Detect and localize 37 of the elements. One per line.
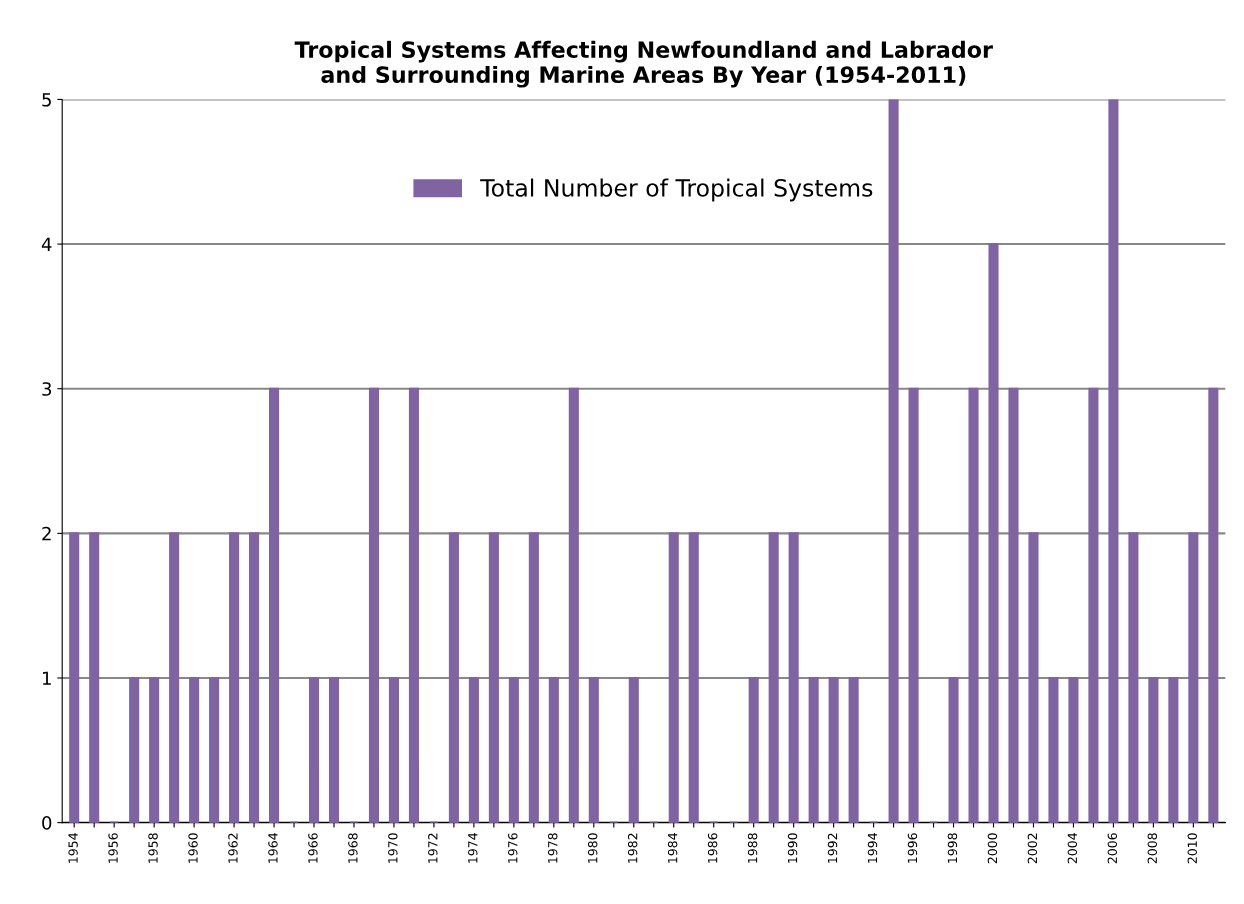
x-tick-label: 2000 xyxy=(987,833,998,864)
x-tick-label: 1956 xyxy=(108,833,118,863)
y-tick-label: 2 xyxy=(42,526,51,541)
x-tick-label: 1962 xyxy=(228,833,238,863)
y-tick-label: 5 xyxy=(42,93,51,107)
x-tick-label: 1990 xyxy=(787,833,798,863)
y-tick-label: 3 xyxy=(42,382,52,396)
x-tick-label: 1966 xyxy=(308,833,318,863)
x-tick-label: 2006 xyxy=(1107,833,1118,864)
legend-label: Total Number of Tropical Systems xyxy=(480,178,873,202)
x-tick-label: 1998 xyxy=(947,833,958,863)
x-tick-label: 1968 xyxy=(348,833,358,863)
y-tick-label: 1 xyxy=(42,671,51,685)
x-tick-label: 1964 xyxy=(268,833,278,863)
x-tick-label: 1974 xyxy=(468,833,478,863)
x-tick-label: 2004 xyxy=(1067,833,1078,864)
x-tick-label: 2010 xyxy=(1187,833,1197,864)
x-tick-label: 1976 xyxy=(508,833,518,863)
x-tick-label: 1972 xyxy=(428,833,438,863)
x-tick-label: 1984 xyxy=(667,833,678,863)
x-tick-label: 1986 xyxy=(707,833,718,863)
y-tick-label: 0 xyxy=(42,816,52,830)
x-tick-label: 1960 xyxy=(188,833,198,863)
x-tick-label: 2008 xyxy=(1147,833,1158,864)
x-tick-label: 1970 xyxy=(388,833,398,863)
x-tick-label: 2002 xyxy=(1027,833,1038,864)
x-tick-label: 1988 xyxy=(747,833,758,863)
x-tick-label: 1996 xyxy=(907,833,918,863)
x-tick-label: 1980 xyxy=(587,833,598,863)
x-tick-label: 1982 xyxy=(627,833,638,863)
x-tick-label: 1954 xyxy=(68,833,78,863)
x-tick-label: 1978 xyxy=(548,833,558,863)
x-tick-label: 1994 xyxy=(867,833,878,863)
x-tick-label: 1992 xyxy=(827,833,838,863)
chart-title: Tropical Systems Affecting Newfoundland and Labrador and Surrounding Marine Areas By Year (1954-2011) xyxy=(294,40,993,88)
x-tick-label: 1958 xyxy=(148,833,158,863)
y-tick-label: 4 xyxy=(41,237,52,251)
